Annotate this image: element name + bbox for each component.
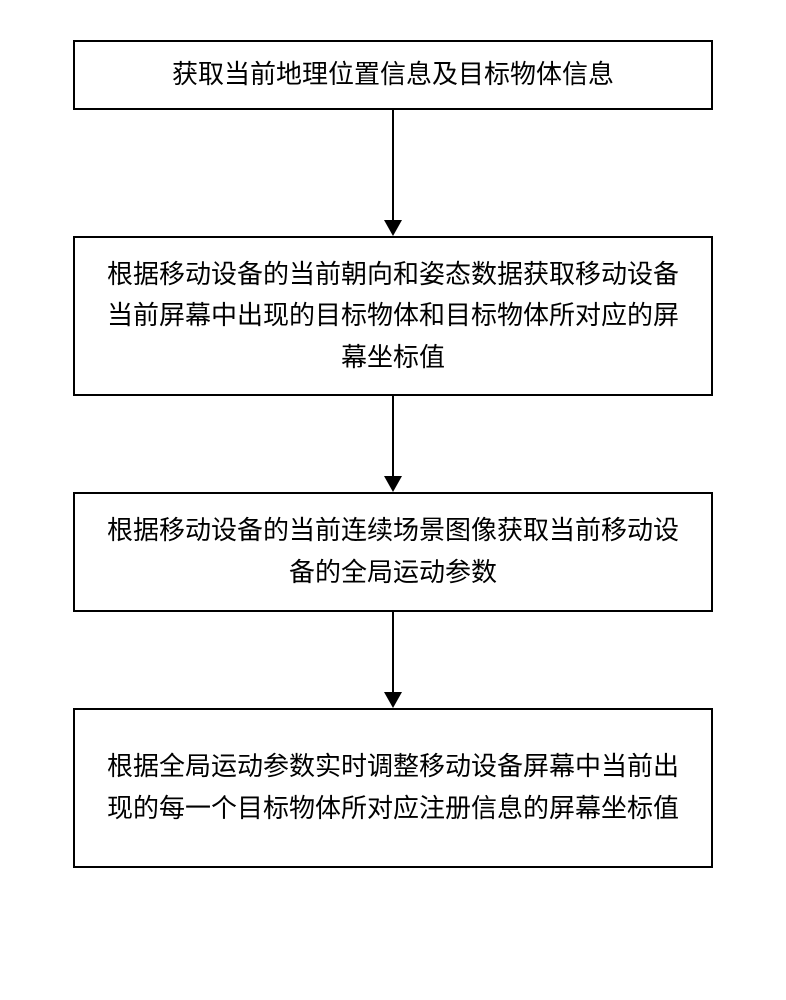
flowchart-container: 获取当前地理位置信息及目标物体信息 根据移动设备的当前朝向和姿态数据获取移动设备…	[0, 40, 786, 868]
arrow-1	[384, 110, 402, 236]
arrow-line	[392, 110, 394, 220]
flowchart-step-4: 根据全局运动参数实时调整移动设备屏幕中当前出现的每一个目标物体所对应注册信息的屏…	[73, 708, 713, 868]
arrow-line	[392, 612, 394, 692]
flowchart-step-3: 根据移动设备的当前连续场景图像获取当前移动设备的全局运动参数	[73, 492, 713, 612]
arrow-3	[384, 612, 402, 708]
step-text: 获取当前地理位置信息及目标物体信息	[172, 54, 614, 96]
step-text: 根据移动设备的当前连续场景图像获取当前移动设备的全局运动参数	[99, 510, 687, 593]
flowchart-step-2: 根据移动设备的当前朝向和姿态数据获取移动设备当前屏幕中出现的目标物体和目标物体所…	[73, 236, 713, 396]
arrow-2	[384, 396, 402, 492]
arrow-head-icon	[384, 476, 402, 492]
arrow-line	[392, 396, 394, 476]
flowchart-step-1: 获取当前地理位置信息及目标物体信息	[73, 40, 713, 110]
arrow-head-icon	[384, 692, 402, 708]
step-text: 根据全局运动参数实时调整移动设备屏幕中当前出现的每一个目标物体所对应注册信息的屏…	[99, 746, 687, 829]
step-text: 根据移动设备的当前朝向和姿态数据获取移动设备当前屏幕中出现的目标物体和目标物体所…	[99, 254, 687, 379]
arrow-head-icon	[384, 220, 402, 236]
